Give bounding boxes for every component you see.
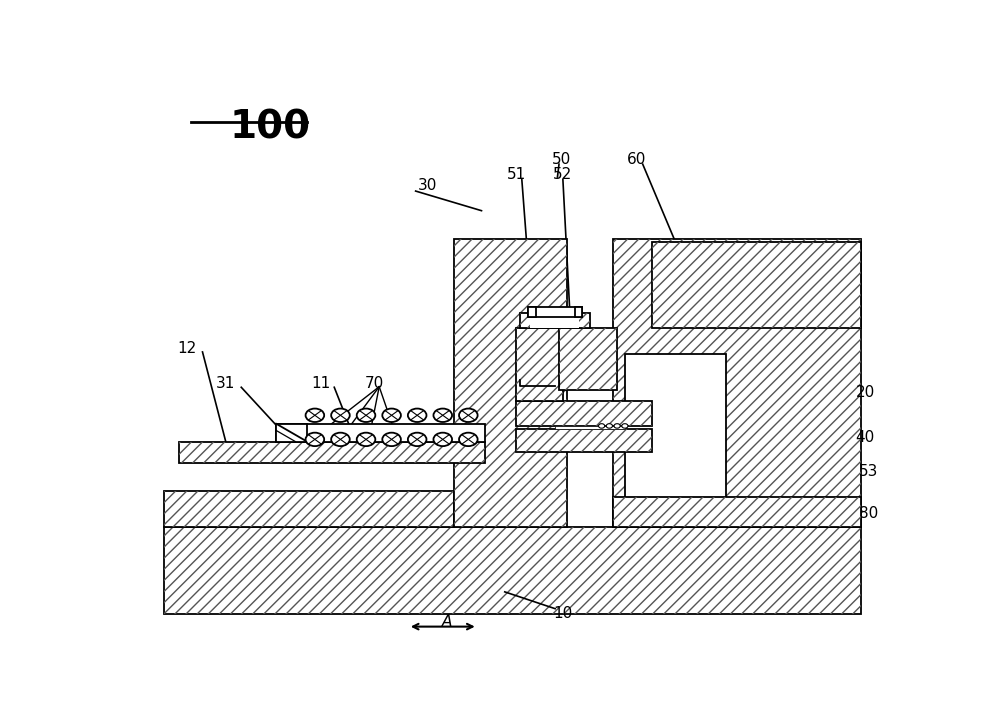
Bar <box>164 527 861 614</box>
Text: 100: 100 <box>230 108 311 146</box>
Bar <box>528 307 536 317</box>
Circle shape <box>331 408 350 422</box>
Circle shape <box>357 432 375 446</box>
Bar <box>516 430 652 451</box>
Bar <box>559 328 617 390</box>
Bar <box>555 427 625 430</box>
Text: 80: 80 <box>859 506 879 521</box>
Bar <box>179 442 485 463</box>
Circle shape <box>408 408 426 422</box>
Text: 70: 70 <box>365 376 384 391</box>
Text: 52: 52 <box>553 167 572 182</box>
Circle shape <box>382 432 401 446</box>
Text: 60: 60 <box>627 151 646 167</box>
Text: 10: 10 <box>553 606 572 621</box>
Bar <box>520 313 590 328</box>
Text: 53: 53 <box>859 464 879 479</box>
Text: A: A <box>441 614 452 628</box>
Bar <box>516 328 563 401</box>
Polygon shape <box>276 424 307 442</box>
Bar <box>613 496 861 527</box>
Bar <box>574 307 582 317</box>
Bar <box>164 491 454 527</box>
Text: 31: 31 <box>216 376 235 391</box>
Bar <box>179 442 485 463</box>
Bar <box>520 313 590 328</box>
Circle shape <box>433 408 452 422</box>
Text: 50: 50 <box>552 151 571 167</box>
Bar <box>559 328 617 390</box>
Text: 12: 12 <box>177 341 197 355</box>
Bar <box>530 317 579 328</box>
Circle shape <box>306 408 324 422</box>
Circle shape <box>306 432 324 446</box>
Bar <box>516 401 652 427</box>
Circle shape <box>622 424 628 428</box>
Circle shape <box>599 424 605 428</box>
Circle shape <box>408 432 426 446</box>
Circle shape <box>614 424 620 428</box>
Bar <box>652 242 861 328</box>
Bar <box>164 527 861 614</box>
Circle shape <box>331 432 350 446</box>
Bar <box>625 354 726 502</box>
Bar <box>528 307 582 317</box>
Circle shape <box>459 408 478 422</box>
Bar <box>454 239 567 527</box>
Circle shape <box>433 432 452 446</box>
Circle shape <box>606 424 612 428</box>
Bar <box>613 239 861 527</box>
Bar <box>516 430 652 451</box>
Circle shape <box>382 408 401 422</box>
Text: 20: 20 <box>856 385 875 400</box>
Text: 30: 30 <box>418 178 437 193</box>
Bar <box>454 239 567 527</box>
Bar <box>516 401 652 427</box>
Bar <box>652 242 861 328</box>
Text: 11: 11 <box>311 376 331 391</box>
Circle shape <box>357 408 375 422</box>
Text: 40: 40 <box>856 430 875 446</box>
Circle shape <box>459 432 478 446</box>
Bar <box>276 424 485 442</box>
Bar <box>516 328 563 401</box>
Bar <box>613 496 861 527</box>
Text: 51: 51 <box>507 167 526 182</box>
Bar <box>164 491 454 527</box>
Bar <box>613 239 861 527</box>
